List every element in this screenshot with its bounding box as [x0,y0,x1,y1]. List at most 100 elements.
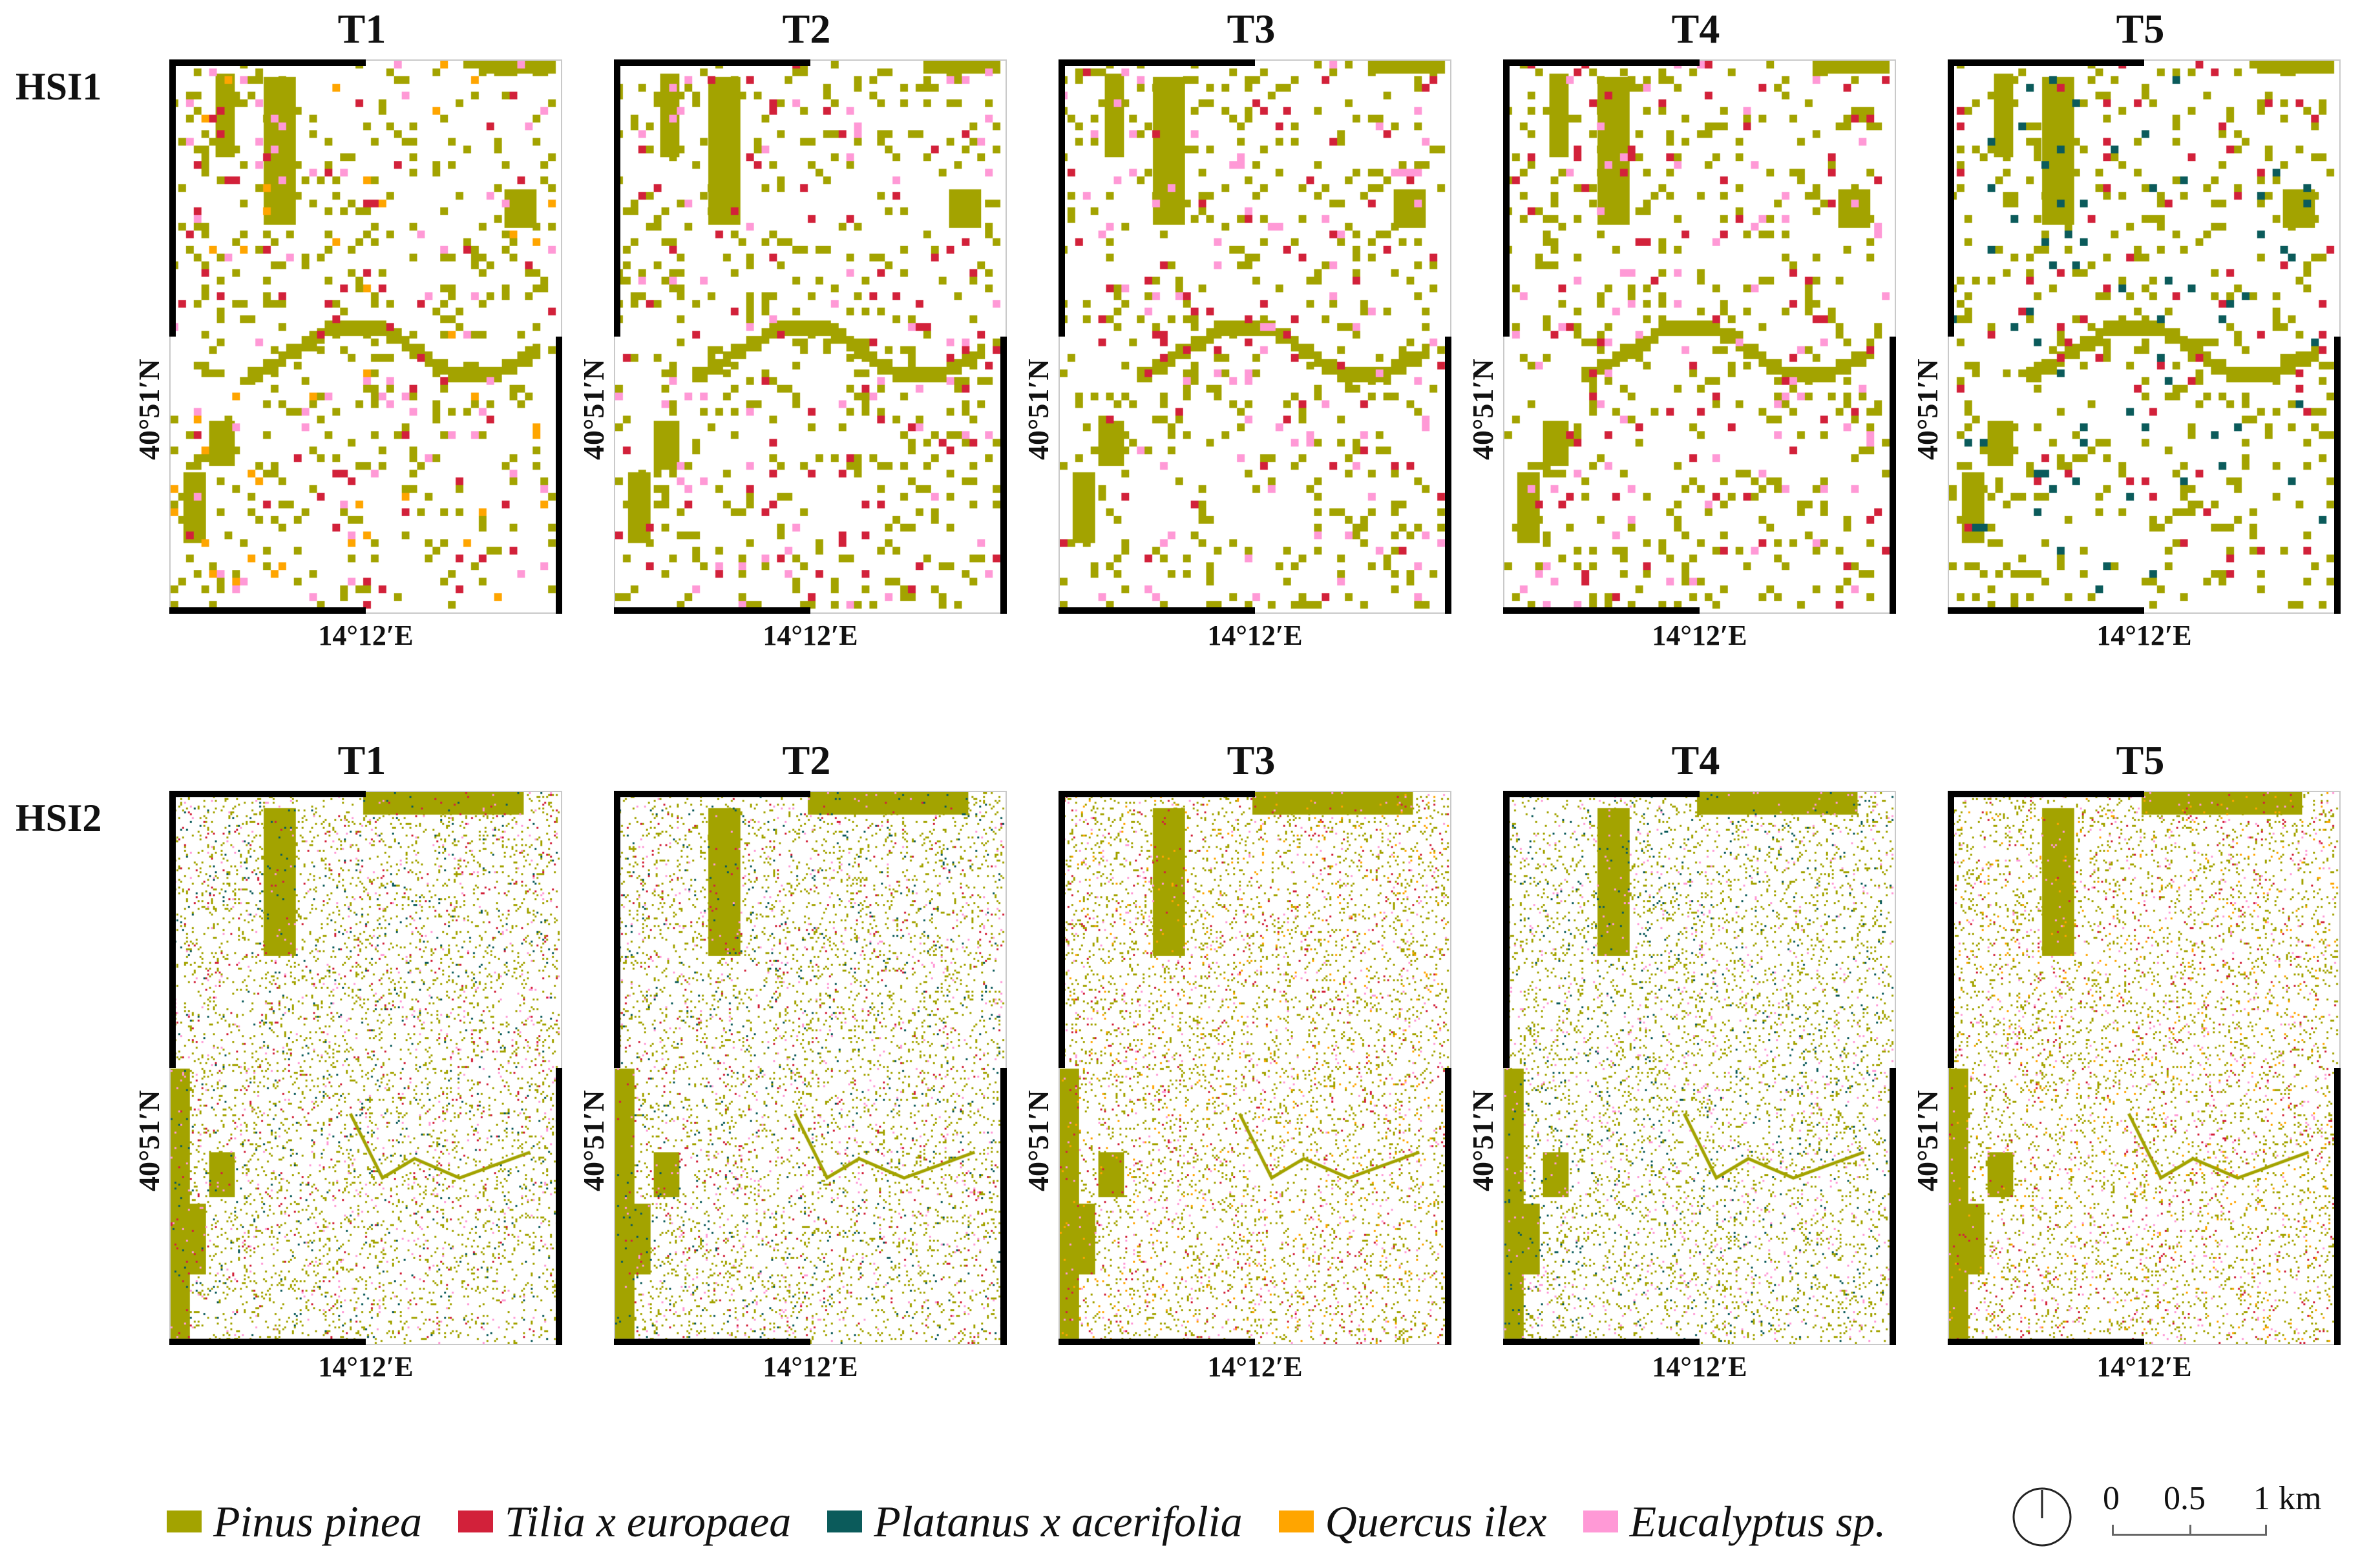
legend-item-tilia: Tilia x europaea [458,1496,791,1547]
frame-top-hsi1-t3 [1059,59,1255,66]
legend-swatch-eucalyptus [1583,1511,1618,1532]
frame-right-hsi1-t3 [1445,337,1451,614]
frame-right-hsi1-t2 [1000,337,1007,614]
frame-bottom-hsi2-t2 [614,1339,810,1345]
longitude-label-hsi2-t3: 14°12′E [1207,1351,1303,1383]
classification-map-hsi1-t4 [1504,61,1895,612]
frame-left-hsi1-t1 [169,59,176,337]
map-panel-hsi2-t1 [169,791,562,1345]
frame-bottom-hsi2-t3 [1059,1339,1255,1345]
frame-bottom-hsi1-t4 [1503,607,1700,614]
frame-left-hsi1-t5 [1948,59,1954,337]
classification-map-hsi1-t1 [171,61,561,612]
frame-top-hsi2-t2 [614,791,810,797]
longitude-label-hsi2-t2: 14°12′E [763,1351,858,1383]
latitude-label-hsi1-t4: 40°51′N [1466,359,1499,460]
col-title-t1-hsi1: T1 [337,6,386,52]
frame-bottom-hsi1-t1 [169,607,366,614]
col-title-t5-hsi2: T5 [2116,737,2165,783]
legend-label-pinus: Pinus pinea [213,1496,422,1546]
frame-right-hsi2-t5 [2334,1068,2341,1345]
scale-tick-0: 0 [2103,1480,2120,1517]
latitude-label-hsi1-t3: 40°51′N [1022,359,1055,460]
col-title-t3-hsi1: T3 [1227,6,1276,52]
frame-left-hsi2-t2 [614,791,620,1068]
latitude-label-hsi1-t5: 40°51′N [1911,359,1944,460]
frame-bottom-hsi1-t3 [1059,607,1255,614]
map-panel-hsi1-t3 [1059,59,1451,614]
frame-top-hsi1-t5 [1948,59,2144,66]
classification-map-hsi2-t5 [1949,792,2339,1344]
latitude-label-hsi2-t1: 40°51′N [132,1090,165,1191]
frame-right-hsi1-t1 [556,337,562,614]
latitude-label-hsi2-t2: 40°51′N [577,1090,610,1191]
classification-map-hsi1-t5 [1949,61,2339,612]
longitude-label-hsi1-t3: 14°12′E [1207,620,1303,651]
latitude-label-hsi2-t3: 40°51′N [1022,1090,1055,1191]
frame-left-hsi1-t4 [1503,59,1510,337]
frame-bottom-hsi1-t2 [614,607,810,614]
latitude-label-hsi1-t1: 40°51′N [132,359,165,460]
col-title-t2-hsi1: T2 [782,6,831,52]
legend-swatch-quercus [1278,1511,1314,1532]
frame-right-hsi1-t4 [1890,337,1896,614]
longitude-label-hsi1-t2: 14°12′E [763,620,858,651]
legend-label-tilia: Tilia x europaea [504,1496,792,1546]
frame-top-hsi1-t2 [614,59,810,66]
frame-top-hsi1-t1 [169,59,366,66]
frame-top-hsi2-t1 [169,791,366,797]
map-panel-hsi2-t2 [614,791,1007,1345]
frame-bottom-hsi2-t4 [1503,1339,1700,1345]
legend-label-quercus: Quercus ilex [1325,1496,1547,1546]
col-title-t3-hsi2: T3 [1227,737,1276,783]
legend-item-eucalyptus: Eucalyptus sp. [1583,1496,1886,1547]
legend-swatch-pinus [167,1511,202,1532]
longitude-label-hsi1-t5: 14°12′E [2096,620,2192,651]
longitude-label-hsi2-t1: 14°12′E [318,1351,414,1383]
row-label-hsi1: HSI1 [16,65,102,108]
frame-right-hsi2-t1 [556,1068,562,1345]
scale-bar: 0 0.5 1 km [2103,1479,2321,1551]
frame-left-hsi2-t1 [169,791,176,1068]
classification-map-hsi1-t3 [1060,61,1450,612]
scale-bar-tick-start [2112,1525,2114,1536]
legend-item-pinus: Pinus pinea [167,1496,422,1547]
scale-bar-tick-mid [2189,1525,2191,1536]
classification-map-hsi2-t1 [171,792,561,1344]
latitude-label-hsi2-t5: 40°51′N [1911,1090,1944,1191]
frame-right-hsi2-t3 [1445,1068,1451,1345]
classification-map-hsi2-t4 [1504,792,1895,1344]
col-title-t4-hsi2: T4 [1671,737,1720,783]
classification-map-hsi2-t3 [1060,792,1450,1344]
map-panel-hsi2-t5 [1948,791,2341,1345]
map-panel-hsi1-t1 [169,59,562,614]
classification-map-hsi1-t2 [615,61,1006,612]
frame-top-hsi2-t3 [1059,791,1255,797]
col-title-t4-hsi1: T4 [1671,6,1720,52]
frame-top-hsi2-t5 [1948,791,2144,797]
scale-bar-tick-end [2265,1525,2267,1536]
legend-item-platanus: Platanus x acerifolia [827,1496,1243,1547]
legend-label-platanus: Platanus x acerifolia [874,1496,1243,1546]
frame-left-hsi2-t4 [1503,791,1510,1068]
frame-right-hsi2-t4 [1890,1068,1896,1345]
frame-left-hsi1-t3 [1059,59,1065,337]
map-panel-hsi1-t2 [614,59,1007,614]
map-panel-hsi1-t4 [1503,59,1896,614]
longitude-label-hsi1-t4: 14°12′E [1652,620,1747,651]
row-label-hsi2: HSI2 [16,797,102,839]
frame-bottom-hsi2-t5 [1948,1339,2144,1345]
legend-item-quercus: Quercus ilex [1278,1496,1547,1547]
map-panel-hsi1-t5 [1948,59,2341,614]
latitude-label-hsi2-t4: 40°51′N [1466,1090,1499,1191]
map-panel-hsi2-t3 [1059,791,1451,1345]
longitude-label-hsi2-t4: 14°12′E [1652,1351,1747,1383]
scale-tick-05: 0.5 [2164,1480,2206,1517]
col-title-t1-hsi2: T1 [337,737,386,783]
longitude-label-hsi2-t5: 14°12′E [2096,1351,2192,1383]
longitude-label-hsi1-t1: 14°12′E [318,620,414,651]
legend-swatch-platanus [827,1511,863,1532]
frame-right-hsi2-t2 [1000,1068,1007,1345]
legend-swatch-tilia [458,1511,493,1532]
latitude-label-hsi1-t2: 40°51′N [577,359,610,460]
